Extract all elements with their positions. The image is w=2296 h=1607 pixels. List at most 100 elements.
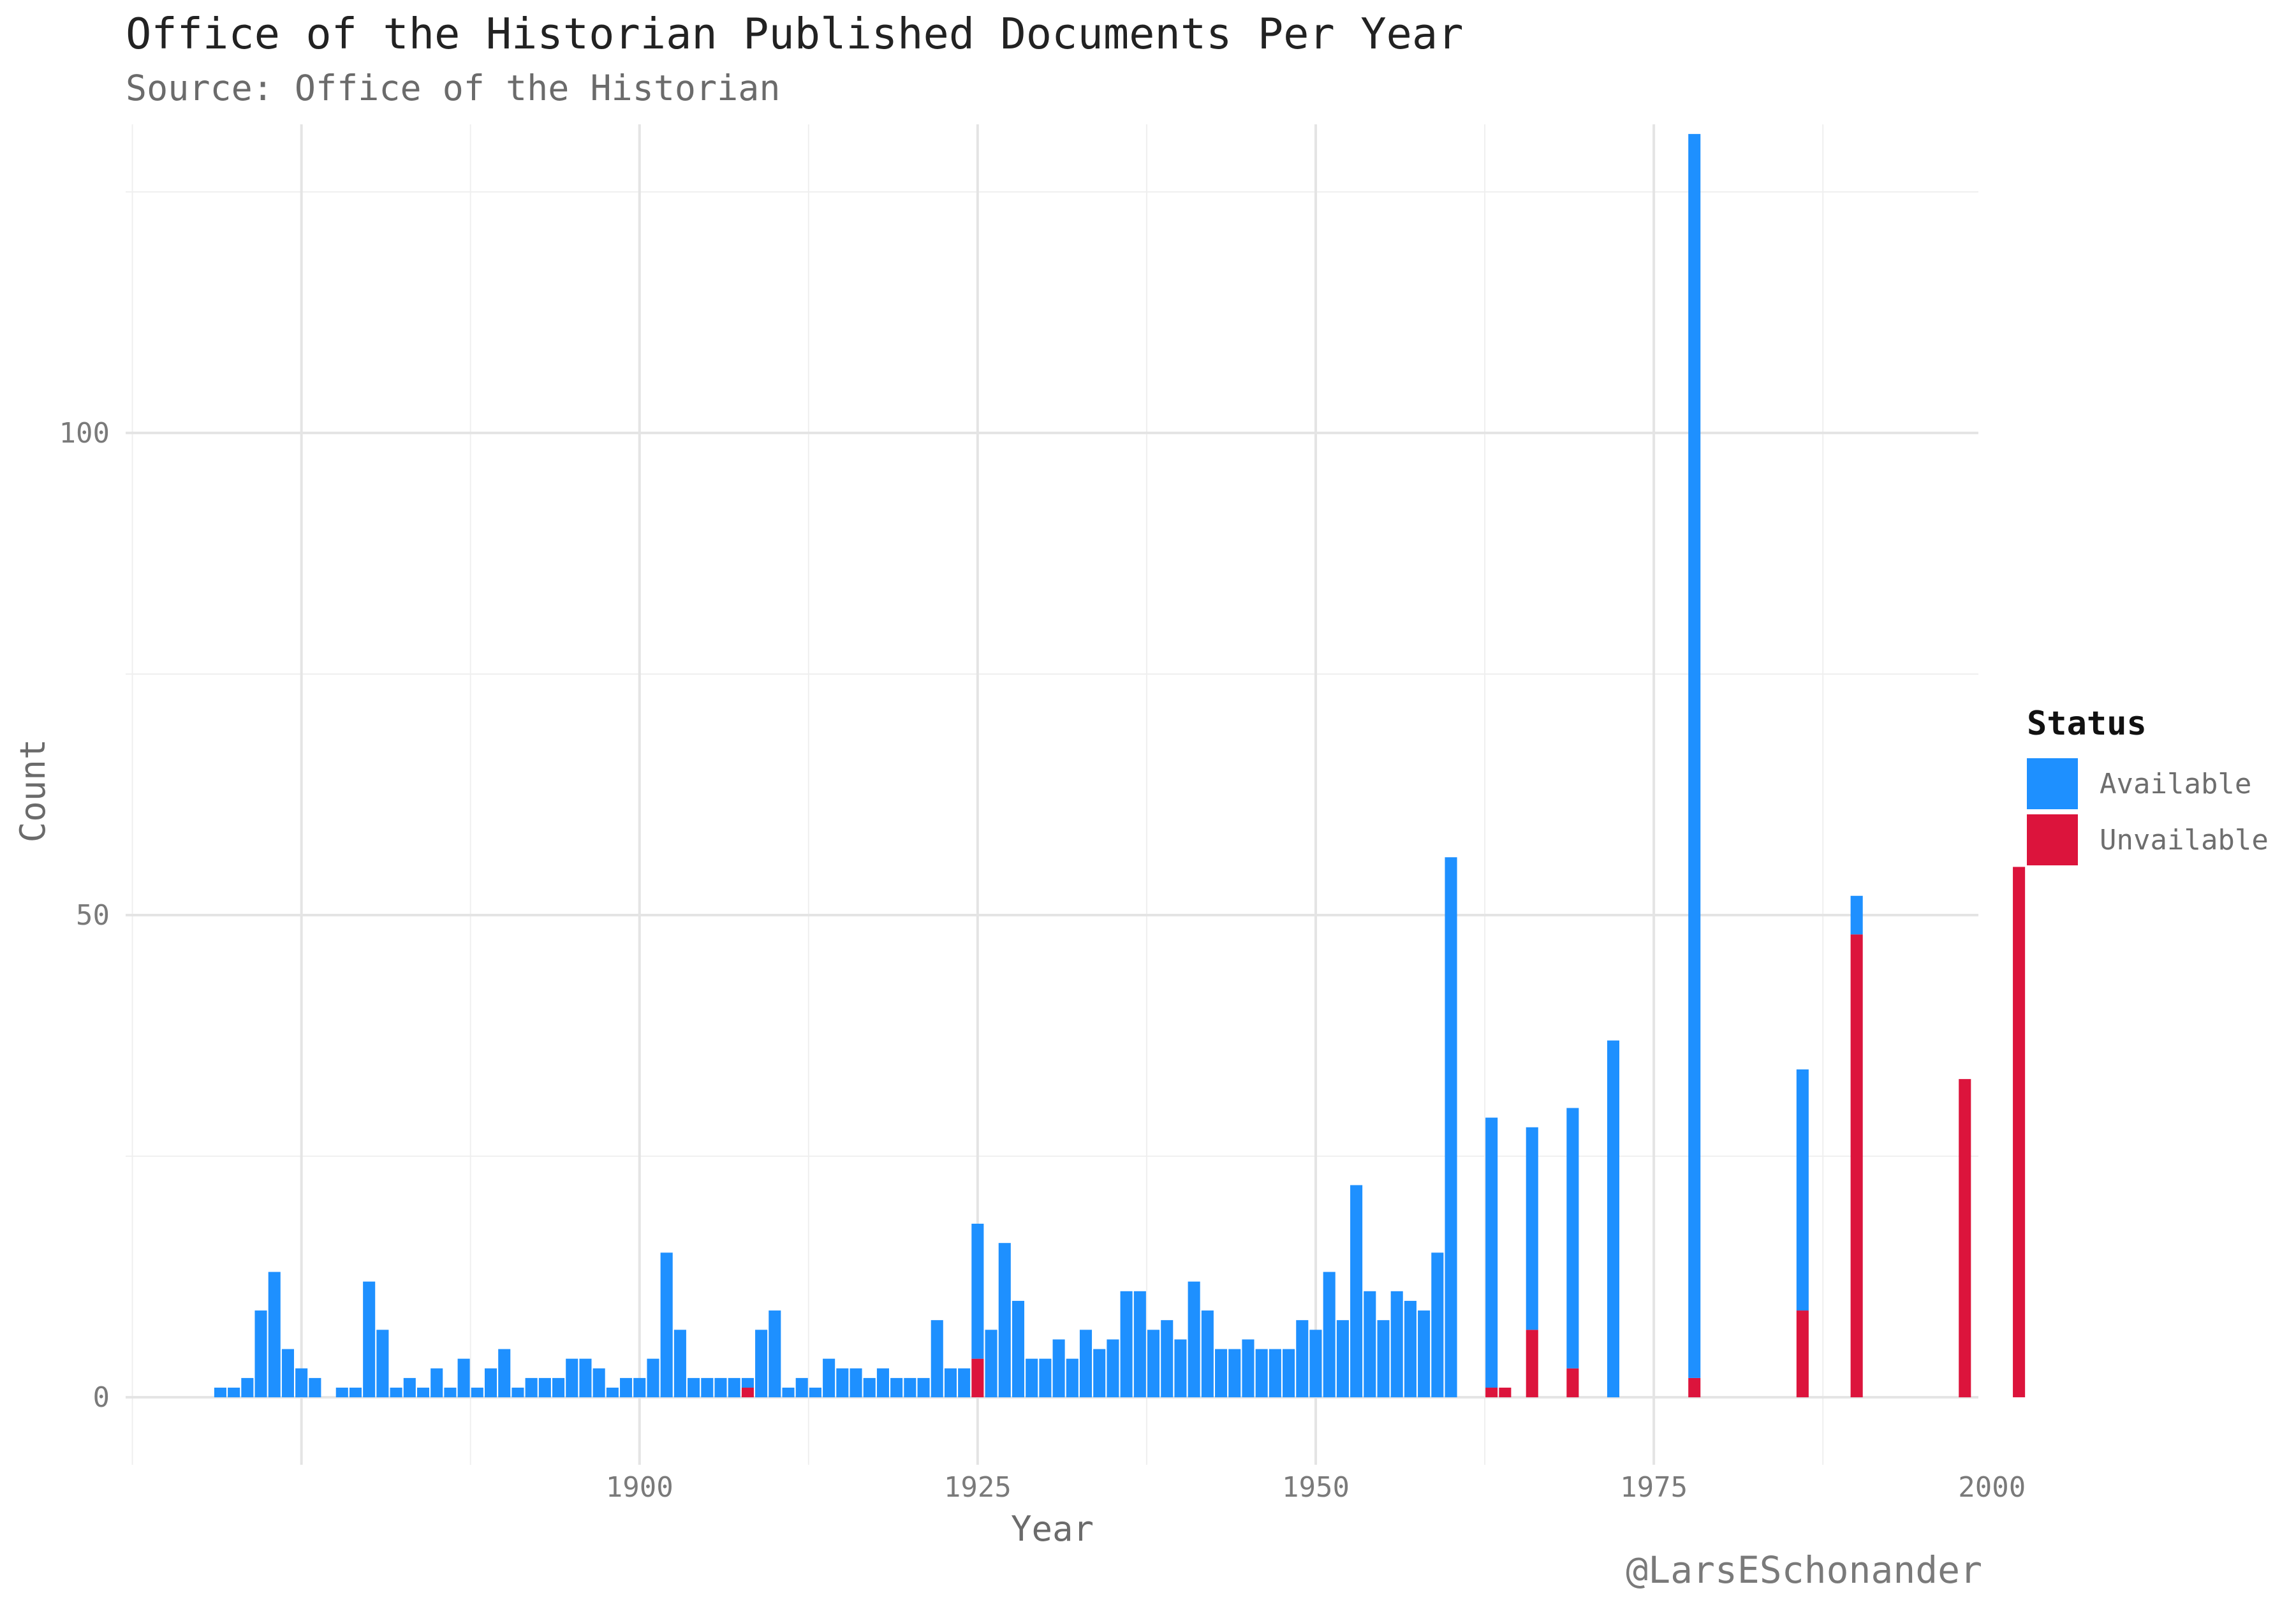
bar-available-1870 [228,1388,240,1398]
bar-available-1872 [254,1310,267,1398]
bar-available-1969 [1566,1108,1579,1369]
author-caption: @LarsESchonander [1626,1548,1982,1592]
bar-unavailable-1964 [1499,1388,1512,1398]
bar-available-1919 [890,1377,903,1398]
bar-available-1938 [1147,1330,1160,1398]
bar-available-1954 [1364,1291,1376,1398]
bar-available-1944 [1228,1349,1241,1398]
bar-available-1963 [1485,1117,1498,1388]
bar-available-1902 [660,1252,673,1398]
bar-available-1910 [769,1310,781,1398]
bar-available-1914 [823,1358,835,1398]
bar-available-1972 [1607,1040,1620,1398]
bar-unavailable-1998 [1959,1079,1971,1398]
bar-unavailable-1990 [1850,934,1863,1398]
bar-available-1923 [944,1368,957,1398]
bar-available-1990 [1850,895,1863,935]
bar-available-1900 [633,1377,646,1398]
bar-available-1946 [1255,1349,1268,1398]
bar-available-1941 [1188,1281,1200,1398]
bar-available-1939 [1161,1320,1174,1398]
legend: Status Available Unvailable [2027,705,2269,868]
bar-available-1887 [457,1358,470,1398]
bar-available-1927 [998,1243,1011,1398]
bar-available-1875 [295,1368,308,1398]
legend-label-available: Available [2100,767,2252,800]
bar-available-1960 [1445,857,1457,1398]
bar-available-1948 [1283,1349,1295,1398]
legend-title: Status [2027,705,2147,743]
bar-available-1893 [538,1377,551,1398]
bar-available-1945 [1242,1339,1255,1398]
bar-unavailable-2002 [2013,867,2026,1398]
legend-item-unavailable: Unvailable [2027,812,2269,868]
bar-available-1951 [1323,1272,1336,1398]
bar-available-1931 [1052,1339,1065,1398]
bar-available-1942 [1201,1310,1214,1398]
bar-available-1952 [1336,1320,1349,1398]
unavailable-swatch [2027,814,2078,865]
bar-available-1876 [309,1377,321,1398]
bar-available-1911 [782,1388,795,1398]
bar-available-1907 [728,1377,740,1398]
y-tick-labels: 0 50 100 [59,417,110,1414]
bar-available-1966 [1526,1127,1538,1330]
bar-unavailable-1963 [1485,1388,1498,1398]
bar-available-1892 [525,1377,538,1398]
available-swatch [2027,758,2078,809]
bar-unavailable-1908 [741,1388,754,1398]
bar-available-1934 [1093,1349,1106,1398]
bar-available-1926 [985,1330,997,1398]
bar-available-1928 [1012,1300,1025,1398]
bar-available-1929 [1026,1358,1038,1398]
bar-unavailable-1969 [1566,1368,1579,1398]
bar-available-1869 [214,1388,226,1398]
x-tick-label: 2000 [1958,1471,2026,1504]
y-tick-label: 50 [76,899,110,932]
bar-available-1959 [1431,1252,1444,1398]
bar-available-1895 [566,1358,578,1398]
bar-available-1943 [1215,1349,1228,1398]
minor-gridlines [126,124,1978,1465]
bar-available-1888 [471,1388,483,1398]
bar-available-1894 [552,1377,565,1398]
bar-available-1912 [795,1377,808,1398]
bar-available-1896 [579,1358,592,1398]
bar-available-1949 [1296,1320,1309,1398]
bar-available-1930 [1039,1358,1052,1398]
bar-available-1879 [349,1388,362,1398]
bar-available-1874 [281,1349,294,1398]
bar-available-1886 [444,1388,457,1398]
bar-available-1871 [241,1377,254,1398]
bar-available-1953 [1350,1185,1363,1398]
bar-available-1885 [430,1368,443,1398]
bar-available-1904 [688,1377,700,1398]
bar-available-1882 [390,1388,402,1398]
bar-available-1920 [904,1377,916,1398]
chart-title: Office of the Historian Published Docume… [126,9,1464,59]
bar-available-1891 [511,1388,524,1398]
bar-available-1881 [376,1330,389,1398]
bar-available-1978 [1688,134,1701,1378]
bar-available-1906 [714,1377,727,1398]
x-tick-labels: 1900 1925 1950 1975 2000 [606,1471,2026,1504]
bar-available-1873 [268,1272,281,1398]
x-tick-label: 1900 [606,1471,673,1504]
bar-available-1897 [592,1368,605,1398]
bar-available-1913 [809,1388,821,1398]
x-tick-label: 1950 [1282,1471,1350,1504]
bar-unavailable-1966 [1526,1330,1538,1398]
bars [214,134,2026,1398]
bar-available-1880 [363,1281,376,1398]
bar-available-1918 [876,1368,889,1398]
bar-available-1905 [701,1377,714,1398]
bar-available-1921 [917,1377,930,1398]
y-tick-label: 100 [59,417,110,450]
bar-available-1950 [1309,1330,1322,1398]
bar-available-1936 [1120,1291,1133,1398]
bar-available-1958 [1418,1310,1431,1398]
bar-available-1937 [1133,1291,1146,1398]
x-axis-label: Year [1011,1509,1094,1549]
legend-label-unavailable: Unvailable [2100,823,2269,856]
bar-available-1940 [1174,1339,1187,1398]
